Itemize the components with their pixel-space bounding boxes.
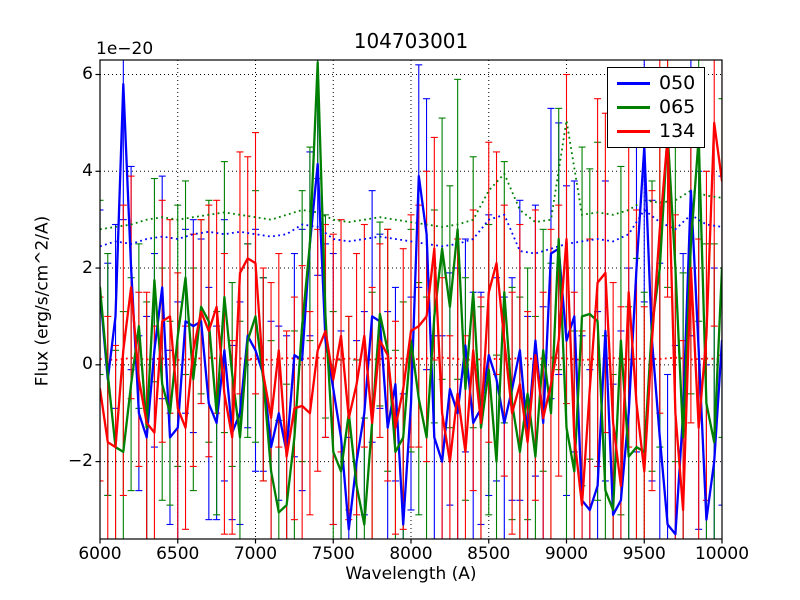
- y-tick-label: 0: [82, 354, 93, 375]
- legend-label: 050: [659, 72, 696, 94]
- x-axis-label: Wavelength (A): [345, 564, 477, 584]
- legend: 050 065 134: [607, 67, 706, 148]
- legend-label: 065: [659, 96, 696, 118]
- plot-title: 104703001: [353, 29, 469, 53]
- x-tick-label: 6000: [78, 544, 122, 564]
- x-tick-label: 6500: [156, 544, 200, 564]
- y-tick-label: 6: [82, 64, 93, 84]
- legend-line-sample: [617, 130, 650, 133]
- legend-line-sample: [617, 82, 650, 85]
- y-axis-offset-text: 1e−20: [96, 39, 154, 59]
- x-tick-label: 7000: [233, 544, 278, 564]
- x-tick-label: 7500: [311, 544, 355, 564]
- x-tick-label: 8500: [467, 544, 511, 564]
- legend-item-065: 065: [617, 97, 695, 118]
- x-tick-label: 9500: [622, 544, 666, 564]
- x-tick-label: 8000: [389, 544, 433, 564]
- axis-ticks: [95, 73, 723, 544]
- x-tick-label: 9000: [544, 544, 589, 564]
- legend-item-050: 050: [617, 73, 695, 94]
- flux-line-065: [100, 61, 722, 526]
- y-tick-label: 4: [82, 160, 93, 181]
- flux-line-050: [100, 83, 722, 536]
- flux-line-134: [100, 121, 722, 512]
- y-tick-label: −2: [67, 451, 93, 472]
- y-tick-label: 2: [82, 257, 93, 278]
- data-layer: [100, 60, 722, 539]
- noise-curve-050-noise: [100, 208, 722, 255]
- legend-line-sample: [617, 106, 650, 109]
- noise-curve-065-noise: [100, 120, 722, 231]
- legend-item-134: 134: [617, 121, 695, 142]
- x-tick-label: 10000: [694, 544, 750, 564]
- legend-label: 134: [659, 120, 696, 142]
